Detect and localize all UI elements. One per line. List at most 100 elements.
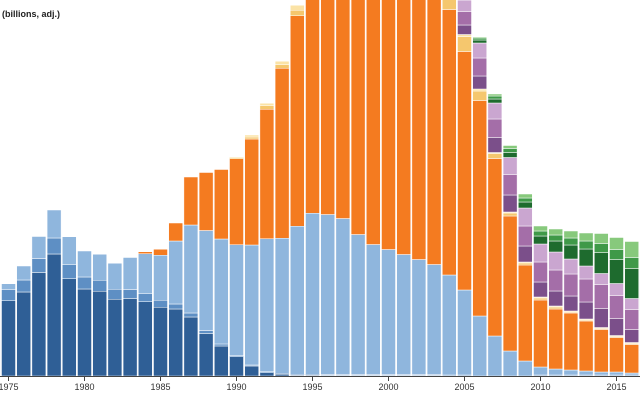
bar-segment-2014-s7 [594, 309, 608, 328]
bar-segment-2010-s12 [534, 226, 548, 231]
bar-segment-2013-s11 [579, 241, 593, 249]
bar-segment-1991-s4 [245, 139, 259, 245]
bar-segment-2002-s3 [412, 260, 426, 375]
bar-segment-1992-s4 [260, 109, 274, 239]
bar-segment-2006-s5 [473, 91, 487, 101]
bar-segment-1990-s4 [230, 159, 244, 245]
bar-segment-2012-s7 [564, 296, 578, 311]
bar-segment-2011-s5 [549, 307, 563, 309]
bar-segment-1982-s3 [108, 263, 122, 289]
bar-segment-1979-s3 [62, 237, 76, 265]
bar-segment-2012-s10 [564, 245, 578, 259]
bar-segment-1976-s2 [17, 280, 31, 292]
bar-segment-2009-s9 [518, 208, 532, 226]
bar-segment-2007-s11 [488, 96, 502, 99]
bar-segment-2015-s3 [610, 372, 624, 375]
bar-segment-2001-s4 [397, 0, 411, 255]
bar-segment-1993-s6 [275, 61, 289, 65]
bar-segment-1989-s4 [214, 170, 228, 240]
bar-segment-1993-s5 [275, 65, 289, 69]
bar-segment-2007-s3 [488, 336, 502, 376]
bar-segment-1986-s3 [169, 241, 183, 304]
bar-segment-2009-s4 [518, 265, 532, 361]
bar-segment-2006-s7 [473, 76, 487, 89]
bar-segment-2011-s10 [549, 241, 563, 252]
bar-segment-1999-s4 [366, 0, 380, 245]
x-tick-label-2005: 2005 [454, 382, 474, 392]
bar-segment-2013-s9 [579, 266, 593, 279]
bar-segment-1988-s4 [199, 173, 213, 231]
bar-segment-1987-s2 [184, 313, 198, 317]
bar-segment-2005-s5 [458, 37, 472, 52]
bar-segment-1988-s1 [199, 334, 213, 377]
bar-segment-1982-s2 [108, 289, 122, 299]
bar-segment-1977-s3 [32, 237, 46, 259]
bar-segment-1998-s3 [351, 235, 365, 375]
bar-segment-2013-s8 [579, 279, 593, 302]
bar-segment-1975-s3 [2, 284, 16, 290]
bar-segment-2015-s4 [610, 338, 624, 373]
bar-segment-2008-s4 [503, 216, 517, 351]
bar-segment-2009-s12 [518, 194, 532, 198]
bar-segment-1977-s1 [32, 273, 46, 377]
bar-segment-1984-s1 [138, 302, 152, 376]
bar-segment-2012-s8 [564, 274, 578, 296]
bar-segment-1990-s6 [230, 157, 244, 158]
bar-segment-1987-s3 [184, 225, 198, 313]
bar-segment-2013-s3 [579, 371, 593, 375]
bar-segment-2011-s4 [549, 309, 563, 369]
bar-segment-1997-s3 [336, 219, 350, 375]
bar-segment-2011-s8 [549, 270, 563, 291]
bar-segment-1978-s1 [47, 254, 61, 376]
bar-segment-1985-s3 [154, 255, 168, 300]
bar-segment-2013-s7 [579, 302, 593, 319]
bar-segment-2009-s10 [518, 202, 532, 208]
bar-segment-2008-s7 [503, 195, 517, 212]
bar-segment-2009-s5 [518, 263, 532, 265]
bar-segment-1978-s3 [47, 210, 61, 238]
bar-segment-1990-s1 [230, 357, 244, 376]
bar-segment-2014-s4 [594, 330, 608, 373]
bar-segment-1989-s1 [214, 346, 228, 376]
bar-segment-1994-s6 [290, 5, 304, 10]
bar-segment-2012-s3 [564, 370, 578, 375]
bar-segment-2012-s9 [564, 259, 578, 274]
bar-segment-2011-s12 [549, 229, 563, 235]
bar-segment-1983-s3 [123, 258, 137, 290]
bar-segment-2012-s12 [564, 231, 578, 238]
bar-segment-2006-s4 [473, 101, 487, 317]
bar-segment-2014-s8 [594, 285, 608, 309]
bar-segment-1995-s3 [306, 213, 320, 374]
x-tick-label-2000: 2000 [378, 382, 398, 392]
bar-segment-2015-s8 [610, 296, 624, 319]
bar-segment-1985-s2 [154, 300, 168, 307]
bar-segment-2008-s12 [503, 146, 517, 149]
bar-segment-1992-s5 [260, 106, 274, 110]
bar-segment-2009-s7 [518, 246, 532, 262]
bar-segment-2012-s11 [564, 238, 578, 245]
bar-segment-2008-s11 [503, 149, 517, 153]
bar-segment-1996-s4 [321, 0, 335, 215]
bar-segment-1980-s3 [78, 251, 92, 277]
bar-segment-2005-s9 [458, 0, 472, 12]
bar-segment-1983-s2 [123, 290, 137, 299]
bar-segment-1985-s1 [154, 307, 168, 376]
bar-segment-1986-s2 [169, 304, 183, 309]
bar-segment-2006-s10 [473, 40, 487, 43]
bar-segment-2006-s9 [473, 43, 487, 58]
bar-segment-2015-s11 [610, 250, 624, 260]
bar-segment-2009-s8 [518, 226, 532, 246]
bar-segment-1979-s2 [62, 265, 76, 279]
bar-segment-1991-s3 [245, 245, 259, 365]
x-tick-label-2010: 2010 [530, 382, 550, 392]
bar-segment-1987-s4 [184, 177, 198, 225]
bar-segment-2000-s3 [382, 250, 396, 375]
bar-segment-2007-s12 [488, 94, 502, 96]
bar-segment-2000-s4 [382, 0, 396, 250]
bar-segment-1982-s1 [108, 299, 122, 376]
bar-segment-2010-s9 [534, 244, 548, 262]
bar-segment-1976-s3 [17, 266, 31, 280]
bar-segment-2008-s8 [503, 175, 517, 196]
bar-segment-1992-s1 [260, 373, 274, 376]
bar-segment-1981-s3 [93, 254, 107, 280]
